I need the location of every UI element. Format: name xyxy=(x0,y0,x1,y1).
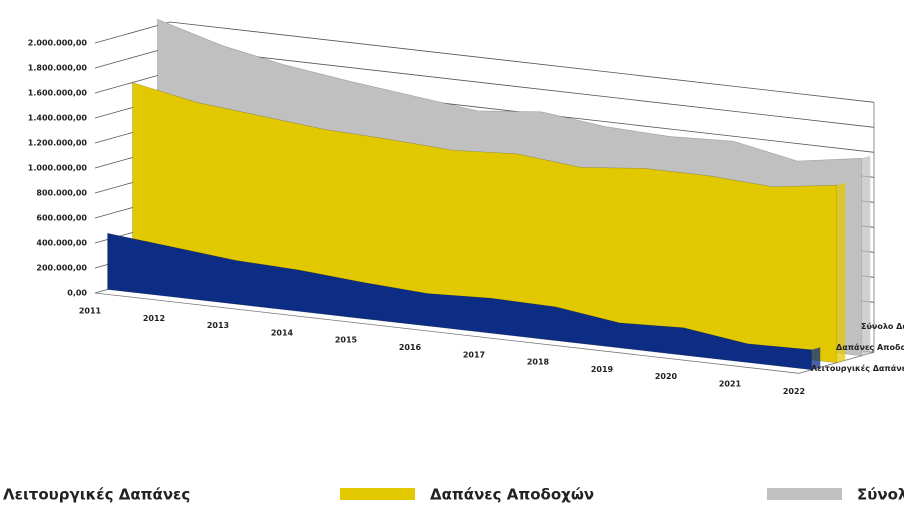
area-side xyxy=(836,182,846,363)
area-side xyxy=(811,347,821,370)
legend-label: Λειτουργικές Δαπάνες xyxy=(3,486,190,504)
y-tick-label: 1.600.000,00 xyxy=(28,89,88,98)
x-tick-label: 2017 xyxy=(463,350,485,359)
y-tick-label: 1.800.000,00 xyxy=(28,64,88,73)
y-tick-label: 1.400.000,00 xyxy=(28,114,88,123)
y-tick-label: 800.000,00 xyxy=(36,189,87,198)
legend-label: Δαπάνες Αποδοχών xyxy=(430,486,594,504)
x-tick-label: 2013 xyxy=(207,321,229,330)
y-tick-label: 2.000.000,00 xyxy=(28,39,88,48)
x-tick-label: 2011 xyxy=(79,307,102,316)
y-tick-label: 1.200.000,00 xyxy=(28,139,88,148)
x-tick-label: 2016 xyxy=(399,343,422,352)
y-tick-label: 0,00 xyxy=(67,289,87,298)
legend-label: Σύνολο Δαπανών xyxy=(857,486,904,504)
x-tick-label: 2021 xyxy=(719,380,742,389)
x-tick-label: 2014 xyxy=(271,328,294,337)
x-tick-label: 2018 xyxy=(527,358,550,367)
legend-swatch xyxy=(767,488,842,500)
y-tick-label: 600.000,00 xyxy=(36,214,87,223)
area-side xyxy=(861,155,871,356)
depth-label: Λειτουργικές Δαπάνες xyxy=(811,363,904,373)
y-tick-label: 400.000,00 xyxy=(36,239,87,248)
y-tick-label: 200.000,00 xyxy=(36,264,87,273)
legend-swatch xyxy=(340,488,415,500)
x-tick-label: 2019 xyxy=(591,365,614,374)
x-tick-label: 2015 xyxy=(335,336,358,345)
depth-label: Δαπάνες Αποδοχών xyxy=(836,342,904,352)
y-tick-label: 1.000.000,00 xyxy=(28,164,88,173)
depth-label: Σύνολο Δαπανών xyxy=(861,321,904,331)
x-tick-label: 2020 xyxy=(655,372,678,381)
x-tick-label: 2012 xyxy=(143,314,165,323)
grid-line xyxy=(94,21,875,103)
x-tick-label: 2022 xyxy=(783,387,805,396)
